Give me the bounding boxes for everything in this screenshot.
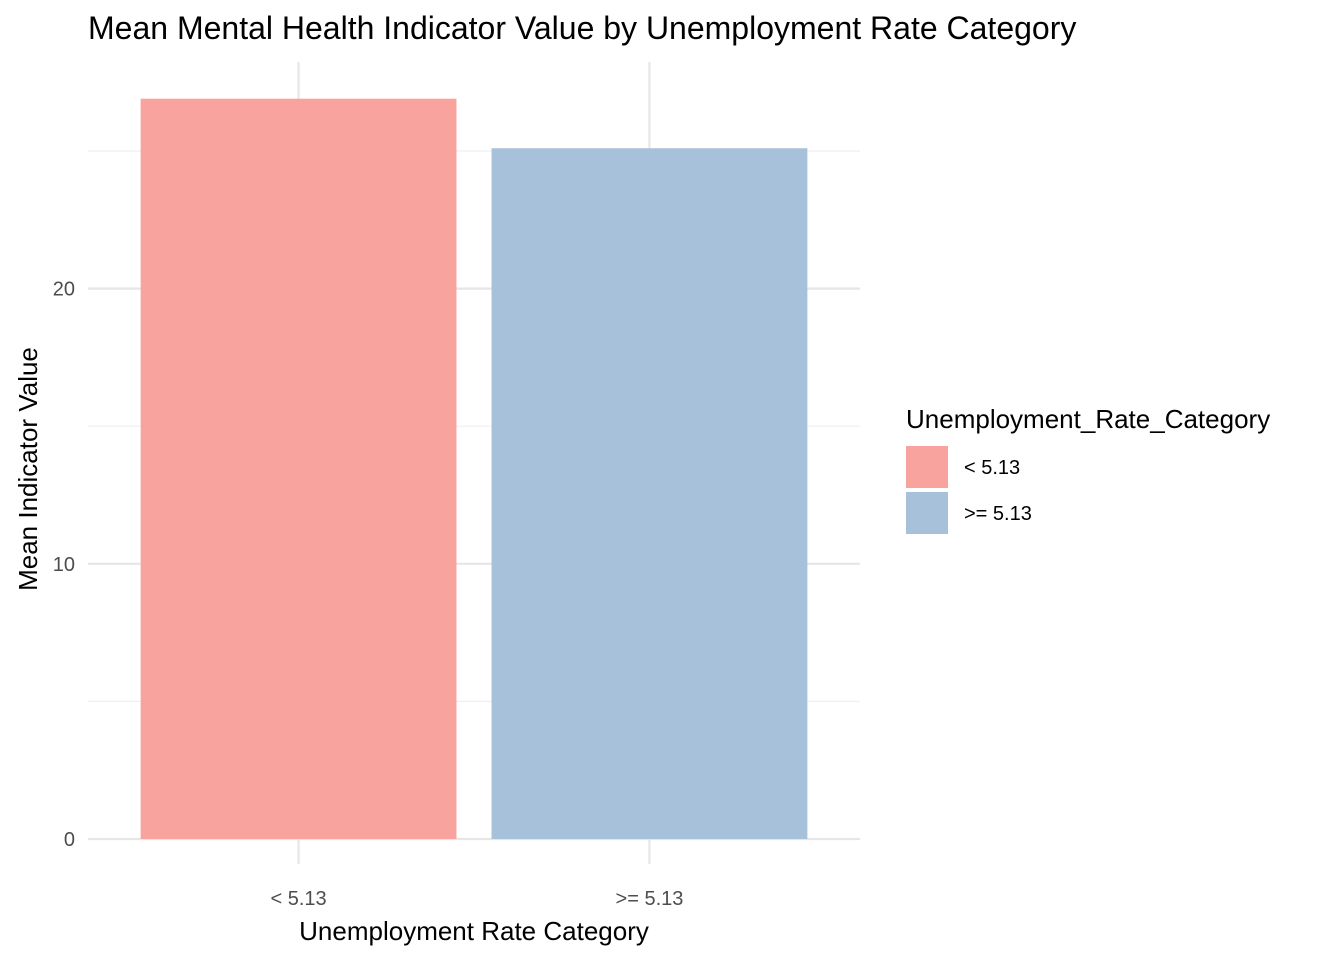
- legend-items: < 5.13 >= 5.13: [906, 446, 1032, 534]
- tick-layer: 0 10 20 < 5.13 >= 5.13: [53, 279, 684, 910]
- bar-layer: [140, 98, 808, 840]
- x-tick-label: >= 5.13: [616, 888, 684, 910]
- bar: [491, 148, 808, 840]
- chart-title: Mean Mental Health Indicator Value by Un…: [88, 10, 1076, 46]
- x-axis-title: Unemployment Rate Category: [299, 916, 649, 946]
- legend: Unemployment_Rate_Category < 5.13 >= 5.13: [906, 404, 1270, 534]
- legend-label: < 5.13: [964, 457, 1020, 479]
- legend-swatch: [906, 492, 948, 534]
- bar: [140, 98, 457, 840]
- y-axis-title: Mean Indicator Value: [13, 347, 43, 591]
- y-tick-label: 10: [53, 554, 75, 576]
- legend-title: Unemployment_Rate_Category: [906, 404, 1270, 434]
- legend-label: >= 5.13: [964, 503, 1032, 525]
- legend-swatch: [906, 446, 948, 488]
- y-tick-label: 20: [53, 279, 75, 301]
- x-tick-label: < 5.13: [270, 888, 326, 910]
- y-tick-label: 0: [64, 829, 75, 851]
